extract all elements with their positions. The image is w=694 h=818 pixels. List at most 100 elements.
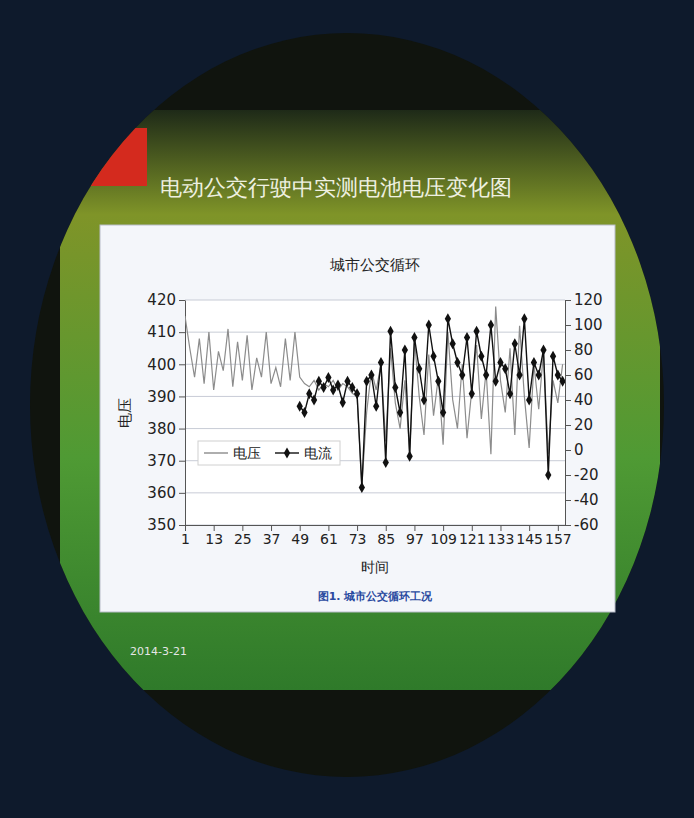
tick: 1 xyxy=(181,525,190,547)
marker xyxy=(349,382,355,393)
tick-label: 133 xyxy=(488,531,515,547)
page: 电动公交行驶中实测电池电压变化图2014-3-21113253749617385… xyxy=(0,0,694,818)
tick-label: 410 xyxy=(147,323,176,341)
x-axis-title: 时间 xyxy=(361,559,389,575)
marker xyxy=(301,407,307,418)
marker xyxy=(364,376,370,387)
tick: -60 xyxy=(565,516,599,534)
marker xyxy=(297,401,303,412)
tick-label: -40 xyxy=(574,491,599,509)
grid-line xyxy=(185,364,565,365)
tick: -40 xyxy=(565,491,599,509)
marker xyxy=(526,395,532,406)
grid-line xyxy=(185,492,565,493)
marker xyxy=(435,376,441,387)
marker xyxy=(402,345,408,356)
tick-label: 145 xyxy=(516,531,543,547)
tick-label: 380 xyxy=(147,420,176,438)
marker xyxy=(378,357,384,368)
tick-mark xyxy=(565,350,571,351)
marker xyxy=(344,376,350,387)
legend-label: 电流 xyxy=(304,445,332,461)
grid-line xyxy=(185,428,565,429)
marker xyxy=(411,332,417,343)
tick-mark xyxy=(179,332,185,333)
marker xyxy=(454,357,460,368)
tick-label: 97 xyxy=(406,531,424,547)
marker xyxy=(478,351,484,362)
marker xyxy=(536,370,542,381)
axis-line xyxy=(565,301,566,526)
plot-area xyxy=(185,300,565,525)
marker xyxy=(550,351,556,362)
legend-label: 电压 xyxy=(233,445,261,461)
marker xyxy=(497,357,503,368)
marker xyxy=(559,376,565,387)
marker xyxy=(311,395,317,406)
tick: 25 xyxy=(234,525,252,547)
tick: 100 xyxy=(565,316,603,334)
tick: 73 xyxy=(349,525,367,547)
y-axis-title: 电压 xyxy=(116,398,134,428)
tick-label: 1 xyxy=(181,531,190,547)
tick-label: 157 xyxy=(545,531,572,547)
marker xyxy=(316,376,322,387)
tick: 13 xyxy=(205,525,223,547)
marker xyxy=(531,357,537,368)
marker xyxy=(416,363,422,374)
marker xyxy=(540,345,546,356)
tick-label: 49 xyxy=(291,531,309,547)
caption: 图1. 城市公交循环工况 xyxy=(318,590,434,603)
marker xyxy=(430,351,436,362)
tick: 80 xyxy=(565,341,593,359)
tick-mark xyxy=(179,300,185,301)
tick-label: 350 xyxy=(147,516,176,534)
marker xyxy=(473,326,479,337)
tick: 20 xyxy=(565,416,593,434)
tick-label: 400 xyxy=(147,356,176,374)
plot-marks xyxy=(185,306,565,492)
tick: 121 xyxy=(459,525,486,547)
marker xyxy=(373,401,379,412)
tick-mark xyxy=(565,375,571,376)
marker xyxy=(368,370,374,381)
tick-mark xyxy=(565,500,571,501)
tick: 145 xyxy=(516,525,543,547)
chart-box xyxy=(100,225,615,612)
tick-mark xyxy=(179,364,185,365)
marker xyxy=(469,388,475,399)
marker xyxy=(450,338,456,349)
tick-label: 61 xyxy=(320,531,338,547)
marker xyxy=(354,388,360,399)
title-square xyxy=(85,128,147,186)
marker xyxy=(445,313,451,324)
tick: 61 xyxy=(320,525,338,547)
tick: 400 xyxy=(147,356,185,374)
tick-label: 0 xyxy=(574,441,584,459)
background xyxy=(0,0,694,818)
tick-mark xyxy=(565,425,571,426)
marker xyxy=(387,326,393,337)
marker xyxy=(521,313,527,324)
tick: 157 xyxy=(545,525,572,547)
marker xyxy=(320,382,326,393)
tick-mark xyxy=(179,493,185,494)
tick-label: 121 xyxy=(459,531,486,547)
tick-mark xyxy=(565,325,571,326)
tick-label: 390 xyxy=(147,388,176,406)
series-line xyxy=(185,306,563,486)
marker xyxy=(397,407,403,418)
tick: 40 xyxy=(565,391,593,409)
tick: 360 xyxy=(147,484,185,502)
grid-line xyxy=(185,525,565,526)
tick-label: 37 xyxy=(263,531,281,547)
tick-label: 109 xyxy=(430,531,457,547)
tick-label: -20 xyxy=(574,466,599,484)
tick-label: 25 xyxy=(234,531,252,547)
marker xyxy=(340,397,346,408)
tick: 410 xyxy=(147,323,185,341)
tick: 390 xyxy=(147,388,185,406)
tick: 37 xyxy=(263,525,281,547)
marker xyxy=(330,385,336,396)
marker xyxy=(512,338,518,349)
